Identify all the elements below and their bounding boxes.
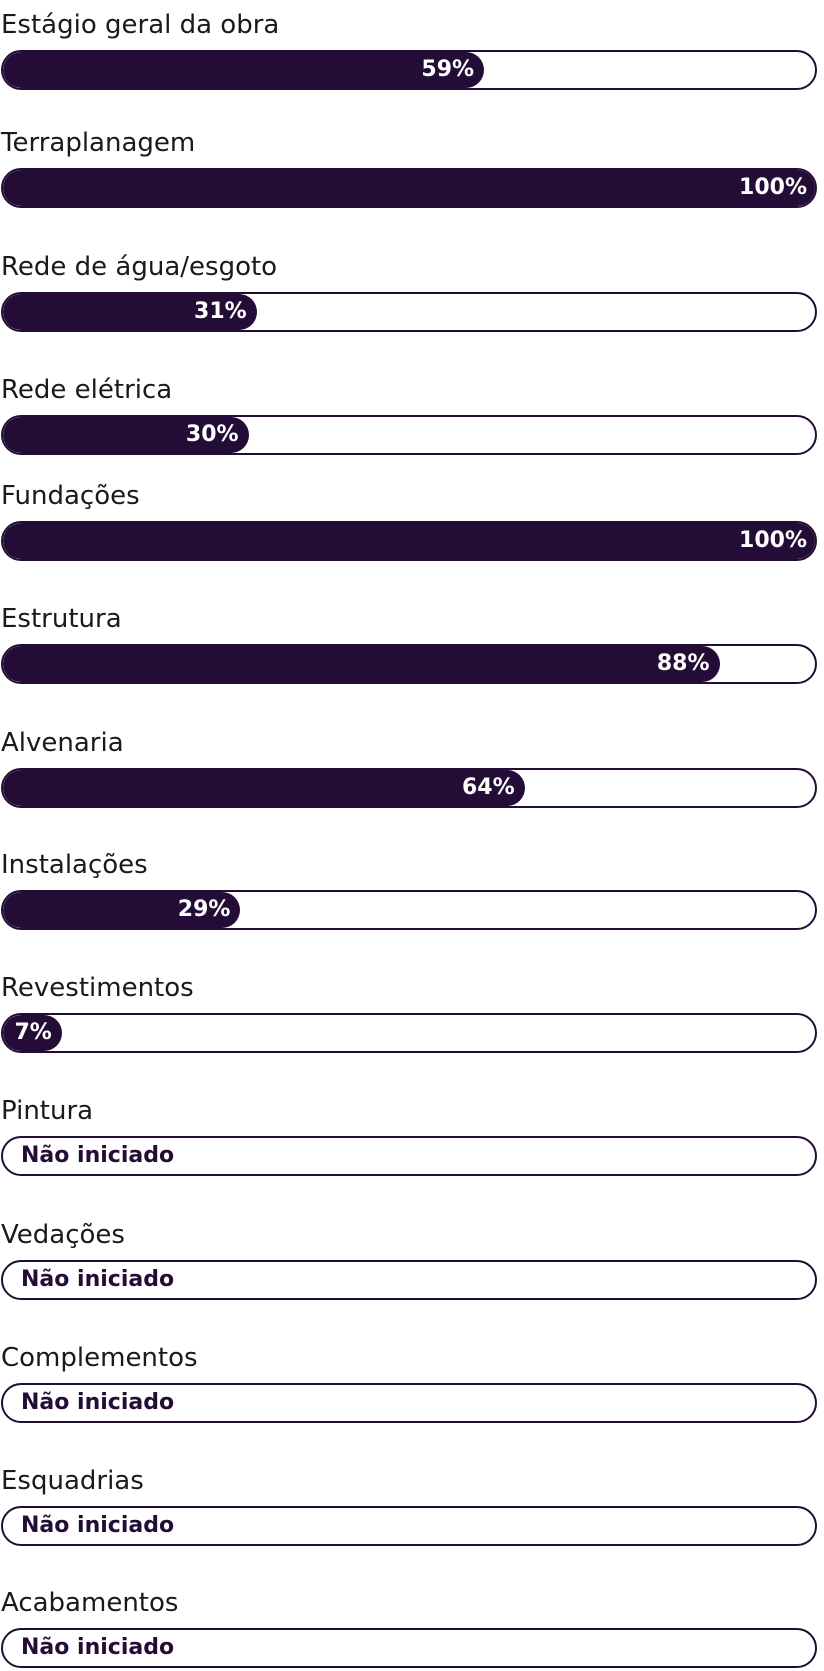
item-label: Alvenaria [1,728,124,758]
item-label: Pintura [1,1096,94,1126]
progress-track: 31% [1,292,817,332]
progress-fill: 59% [3,52,485,88]
item-label: Rede de água/esgoto [1,252,278,282]
progress-track: 64% [1,768,817,808]
progress-value: 100% [739,175,807,200]
progress-track: 29% [1,890,817,930]
progress-fill: 88% [3,646,720,682]
item-label: Fundações [1,481,140,511]
progress-fill: 29% [3,892,241,928]
progress-track: 59% [1,50,817,90]
progress-fill: 100% [3,523,815,559]
item-label: Acabamentos [1,1588,179,1618]
progress-value: 100% [739,528,807,553]
item-label: Terraplanagem [1,128,196,158]
progress-value: 31% [194,299,247,324]
progress-fill: 64% [3,770,525,806]
status-text: Não iniciado [21,1390,175,1415]
progress-value: 7% [14,1020,52,1045]
progress-fill: 7% [3,1015,62,1051]
progress-track: 7% [1,1013,817,1053]
progress-track: Não iniciado [1,1628,817,1668]
progress-fill: 31% [3,294,257,330]
item-label: Esquadrias [1,1466,144,1496]
progress-track: 30% [1,415,817,455]
item-label: Complementos [1,1343,198,1373]
progress-value: 88% [656,651,710,676]
item-label: Revestimentos [1,973,194,1003]
progress-track: Não iniciado [1,1260,817,1300]
status-text: Não iniciado [21,1635,175,1660]
progress-value: 59% [421,57,475,82]
progress-track: Não iniciado [1,1136,817,1176]
progress-value: 29% [177,897,231,922]
progress-value: 64% [462,775,515,800]
progress-track: Não iniciado [1,1383,817,1423]
progress-value: 30% [185,422,239,447]
item-label: Rede elétrica [1,375,173,405]
item-label: Estágio geral da obra [1,10,280,40]
progress-track: 88% [1,644,817,684]
status-text: Não iniciado [21,1513,175,1538]
status-text: Não iniciado [21,1267,175,1292]
progress-track: 100% [1,521,817,561]
progress-fill: 100% [3,170,815,206]
progress-track: 100% [1,168,817,208]
item-label: Vedações [1,1220,125,1250]
item-label: Estrutura [1,604,122,634]
item-label: Instalações [1,850,148,880]
progress-fill: 30% [3,417,249,453]
progress-track: Não iniciado [1,1506,817,1546]
status-text: Não iniciado [21,1143,175,1168]
